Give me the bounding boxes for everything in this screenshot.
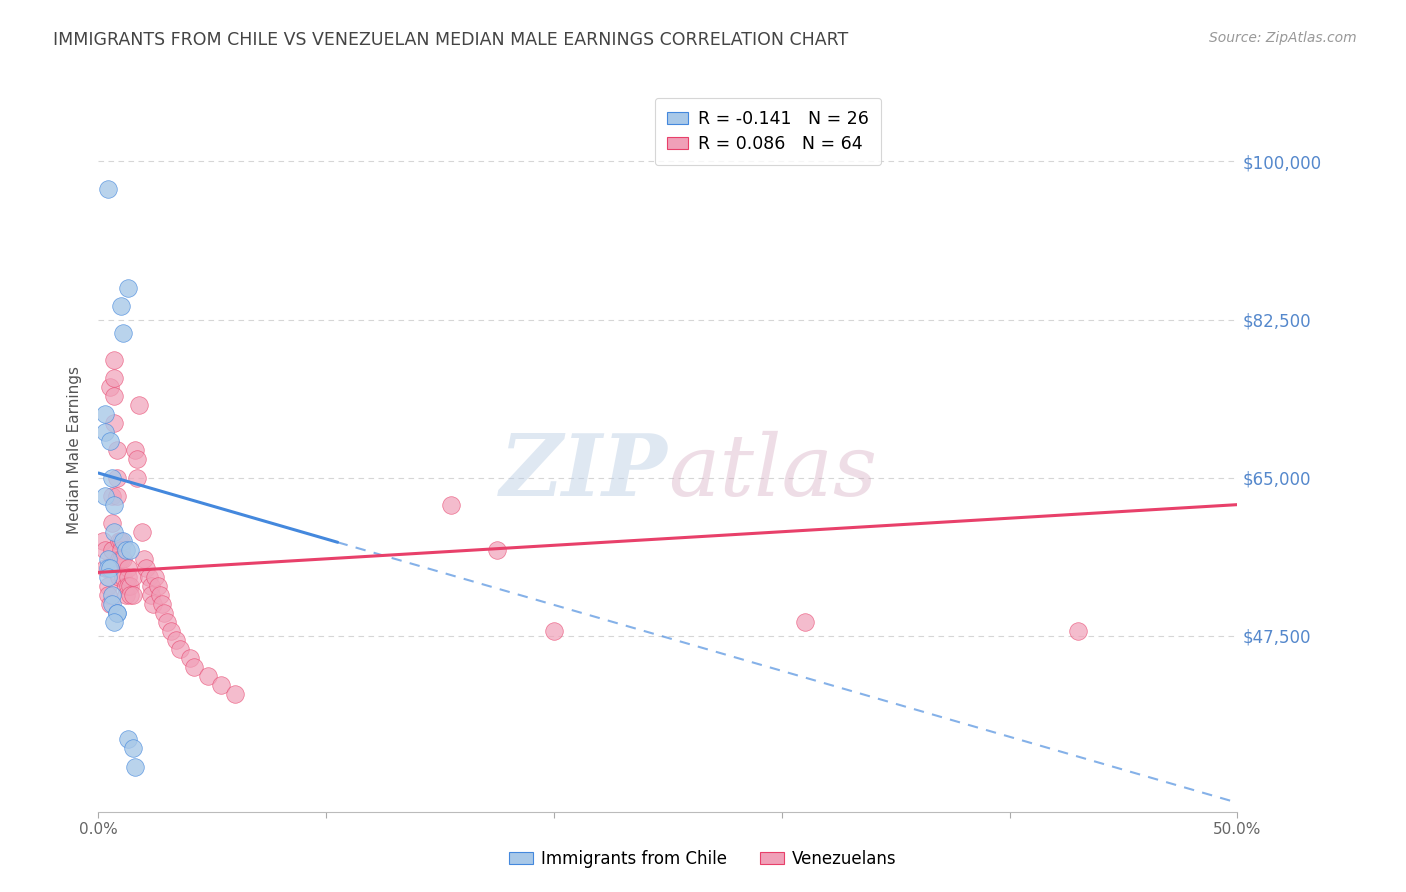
Point (101, 542, 124, 557)
Point (94, 407, 117, 421)
Point (139, 588, 162, 602)
Point (98, 561, 121, 575)
Point (98, 434, 121, 449)
Text: IMMIGRANTS FROM CHILE VS VENEZUELAN MEDIAN MALE EARNINGS CORRELATION CHART: IMMIGRANTS FROM CHILE VS VENEZUELAN MEDI… (53, 31, 849, 49)
Point (101, 470, 124, 484)
Point (117, 732, 139, 747)
Point (543, 624, 565, 639)
Point (103, 524, 125, 539)
Point (120, 542, 142, 557)
Point (117, 570, 139, 584)
Point (103, 615, 125, 629)
Point (224, 687, 246, 701)
Text: atlas: atlas (668, 431, 877, 514)
Point (105, 606, 128, 620)
Text: Source: ZipAtlas.com: Source: ZipAtlas.com (1209, 31, 1357, 45)
Point (105, 443, 128, 458)
Point (105, 489, 128, 503)
Point (101, 597, 124, 611)
Point (117, 281, 139, 295)
Point (149, 588, 172, 602)
Point (156, 615, 179, 629)
Point (101, 489, 124, 503)
Point (127, 452, 149, 467)
Point (121, 570, 143, 584)
Point (142, 597, 165, 611)
Point (103, 498, 125, 512)
Point (105, 470, 128, 484)
Point (103, 371, 125, 385)
Point (128, 398, 150, 412)
Point (110, 542, 132, 557)
Point (114, 542, 136, 557)
Point (145, 570, 167, 584)
Point (105, 606, 128, 620)
Point (160, 624, 183, 639)
Point (793, 615, 815, 629)
Point (98, 380, 121, 394)
Point (486, 542, 509, 557)
Point (103, 353, 125, 368)
Point (209, 678, 232, 692)
Point (440, 498, 463, 512)
Y-axis label: Median Male Earnings: Median Male Earnings (67, 367, 83, 534)
Point (108, 551, 131, 566)
Point (120, 579, 142, 593)
Point (131, 524, 153, 539)
Point (117, 561, 139, 575)
Point (112, 570, 135, 584)
Point (101, 588, 124, 602)
Point (197, 669, 219, 683)
Point (96, 570, 118, 584)
Point (91, 533, 114, 548)
Point (114, 579, 136, 593)
Point (96, 579, 118, 593)
Point (103, 417, 125, 431)
Point (150, 597, 173, 611)
Point (110, 299, 132, 313)
Point (112, 326, 135, 340)
Point (138, 570, 160, 584)
Point (153, 606, 176, 620)
Point (96, 588, 118, 602)
Point (94, 561, 117, 575)
Point (121, 741, 143, 756)
Point (108, 570, 131, 584)
Point (101, 516, 124, 530)
Point (103, 389, 125, 403)
Point (110, 533, 132, 548)
Point (179, 651, 201, 665)
Point (108, 533, 131, 548)
Point (96, 181, 118, 195)
Point (94, 489, 117, 503)
Point (146, 579, 169, 593)
Point (127, 470, 149, 484)
Point (139, 579, 162, 593)
Text: ZIP: ZIP (501, 430, 668, 514)
Point (165, 633, 187, 648)
Point (96, 551, 118, 566)
Point (135, 561, 157, 575)
Point (117, 579, 139, 593)
Point (120, 588, 142, 602)
Point (124, 759, 146, 773)
Point (121, 588, 143, 602)
Point (1067, 624, 1090, 639)
Point (96, 561, 118, 575)
Point (110, 551, 132, 566)
Point (94, 542, 117, 557)
Legend: Immigrants from Chile, Venezuelans: Immigrants from Chile, Venezuelans (503, 844, 903, 875)
Point (183, 660, 205, 674)
Point (132, 551, 155, 566)
Point (98, 597, 121, 611)
Point (169, 642, 191, 657)
Legend: R = -0.141   N = 26, R = 0.086   N = 64: R = -0.141 N = 26, R = 0.086 N = 64 (655, 98, 882, 165)
Point (112, 533, 135, 548)
Point (112, 551, 135, 566)
Point (94, 425, 117, 440)
Point (124, 443, 146, 458)
Point (114, 588, 136, 602)
